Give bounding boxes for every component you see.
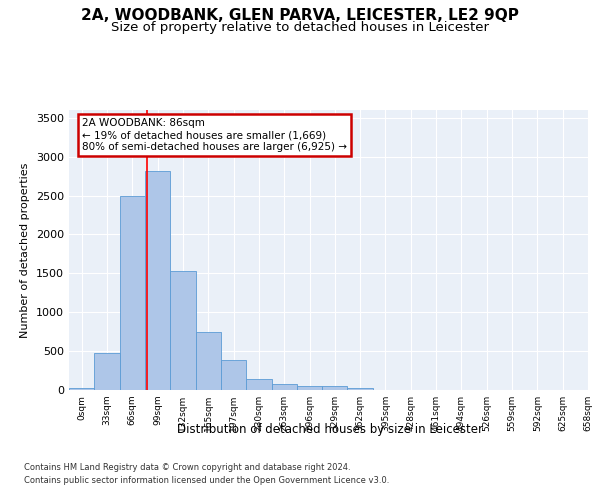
- Bar: [196, 332, 221, 390]
- Bar: [347, 388, 373, 390]
- Text: Distribution of detached houses by size in Leicester: Distribution of detached houses by size …: [177, 422, 483, 436]
- Bar: [272, 384, 297, 390]
- Y-axis label: Number of detached properties: Number of detached properties: [20, 162, 31, 338]
- Text: Contains public sector information licensed under the Open Government Licence v3: Contains public sector information licen…: [24, 476, 389, 485]
- Text: Size of property relative to detached houses in Leicester: Size of property relative to detached ho…: [111, 21, 489, 34]
- Text: 2A WOODBANK: 86sqm
← 19% of detached houses are smaller (1,669)
80% of semi-deta: 2A WOODBANK: 86sqm ← 19% of detached hou…: [82, 118, 347, 152]
- Bar: [94, 354, 119, 390]
- Bar: [170, 271, 196, 390]
- Bar: [119, 196, 145, 390]
- Bar: [297, 386, 322, 390]
- Bar: [221, 360, 246, 390]
- Bar: [322, 386, 347, 390]
- Bar: [145, 170, 170, 390]
- Bar: [69, 388, 94, 390]
- Text: Contains HM Land Registry data © Crown copyright and database right 2024.: Contains HM Land Registry data © Crown c…: [24, 462, 350, 471]
- Text: 2A, WOODBANK, GLEN PARVA, LEICESTER, LE2 9QP: 2A, WOODBANK, GLEN PARVA, LEICESTER, LE2…: [81, 8, 519, 22]
- Bar: [246, 379, 272, 390]
